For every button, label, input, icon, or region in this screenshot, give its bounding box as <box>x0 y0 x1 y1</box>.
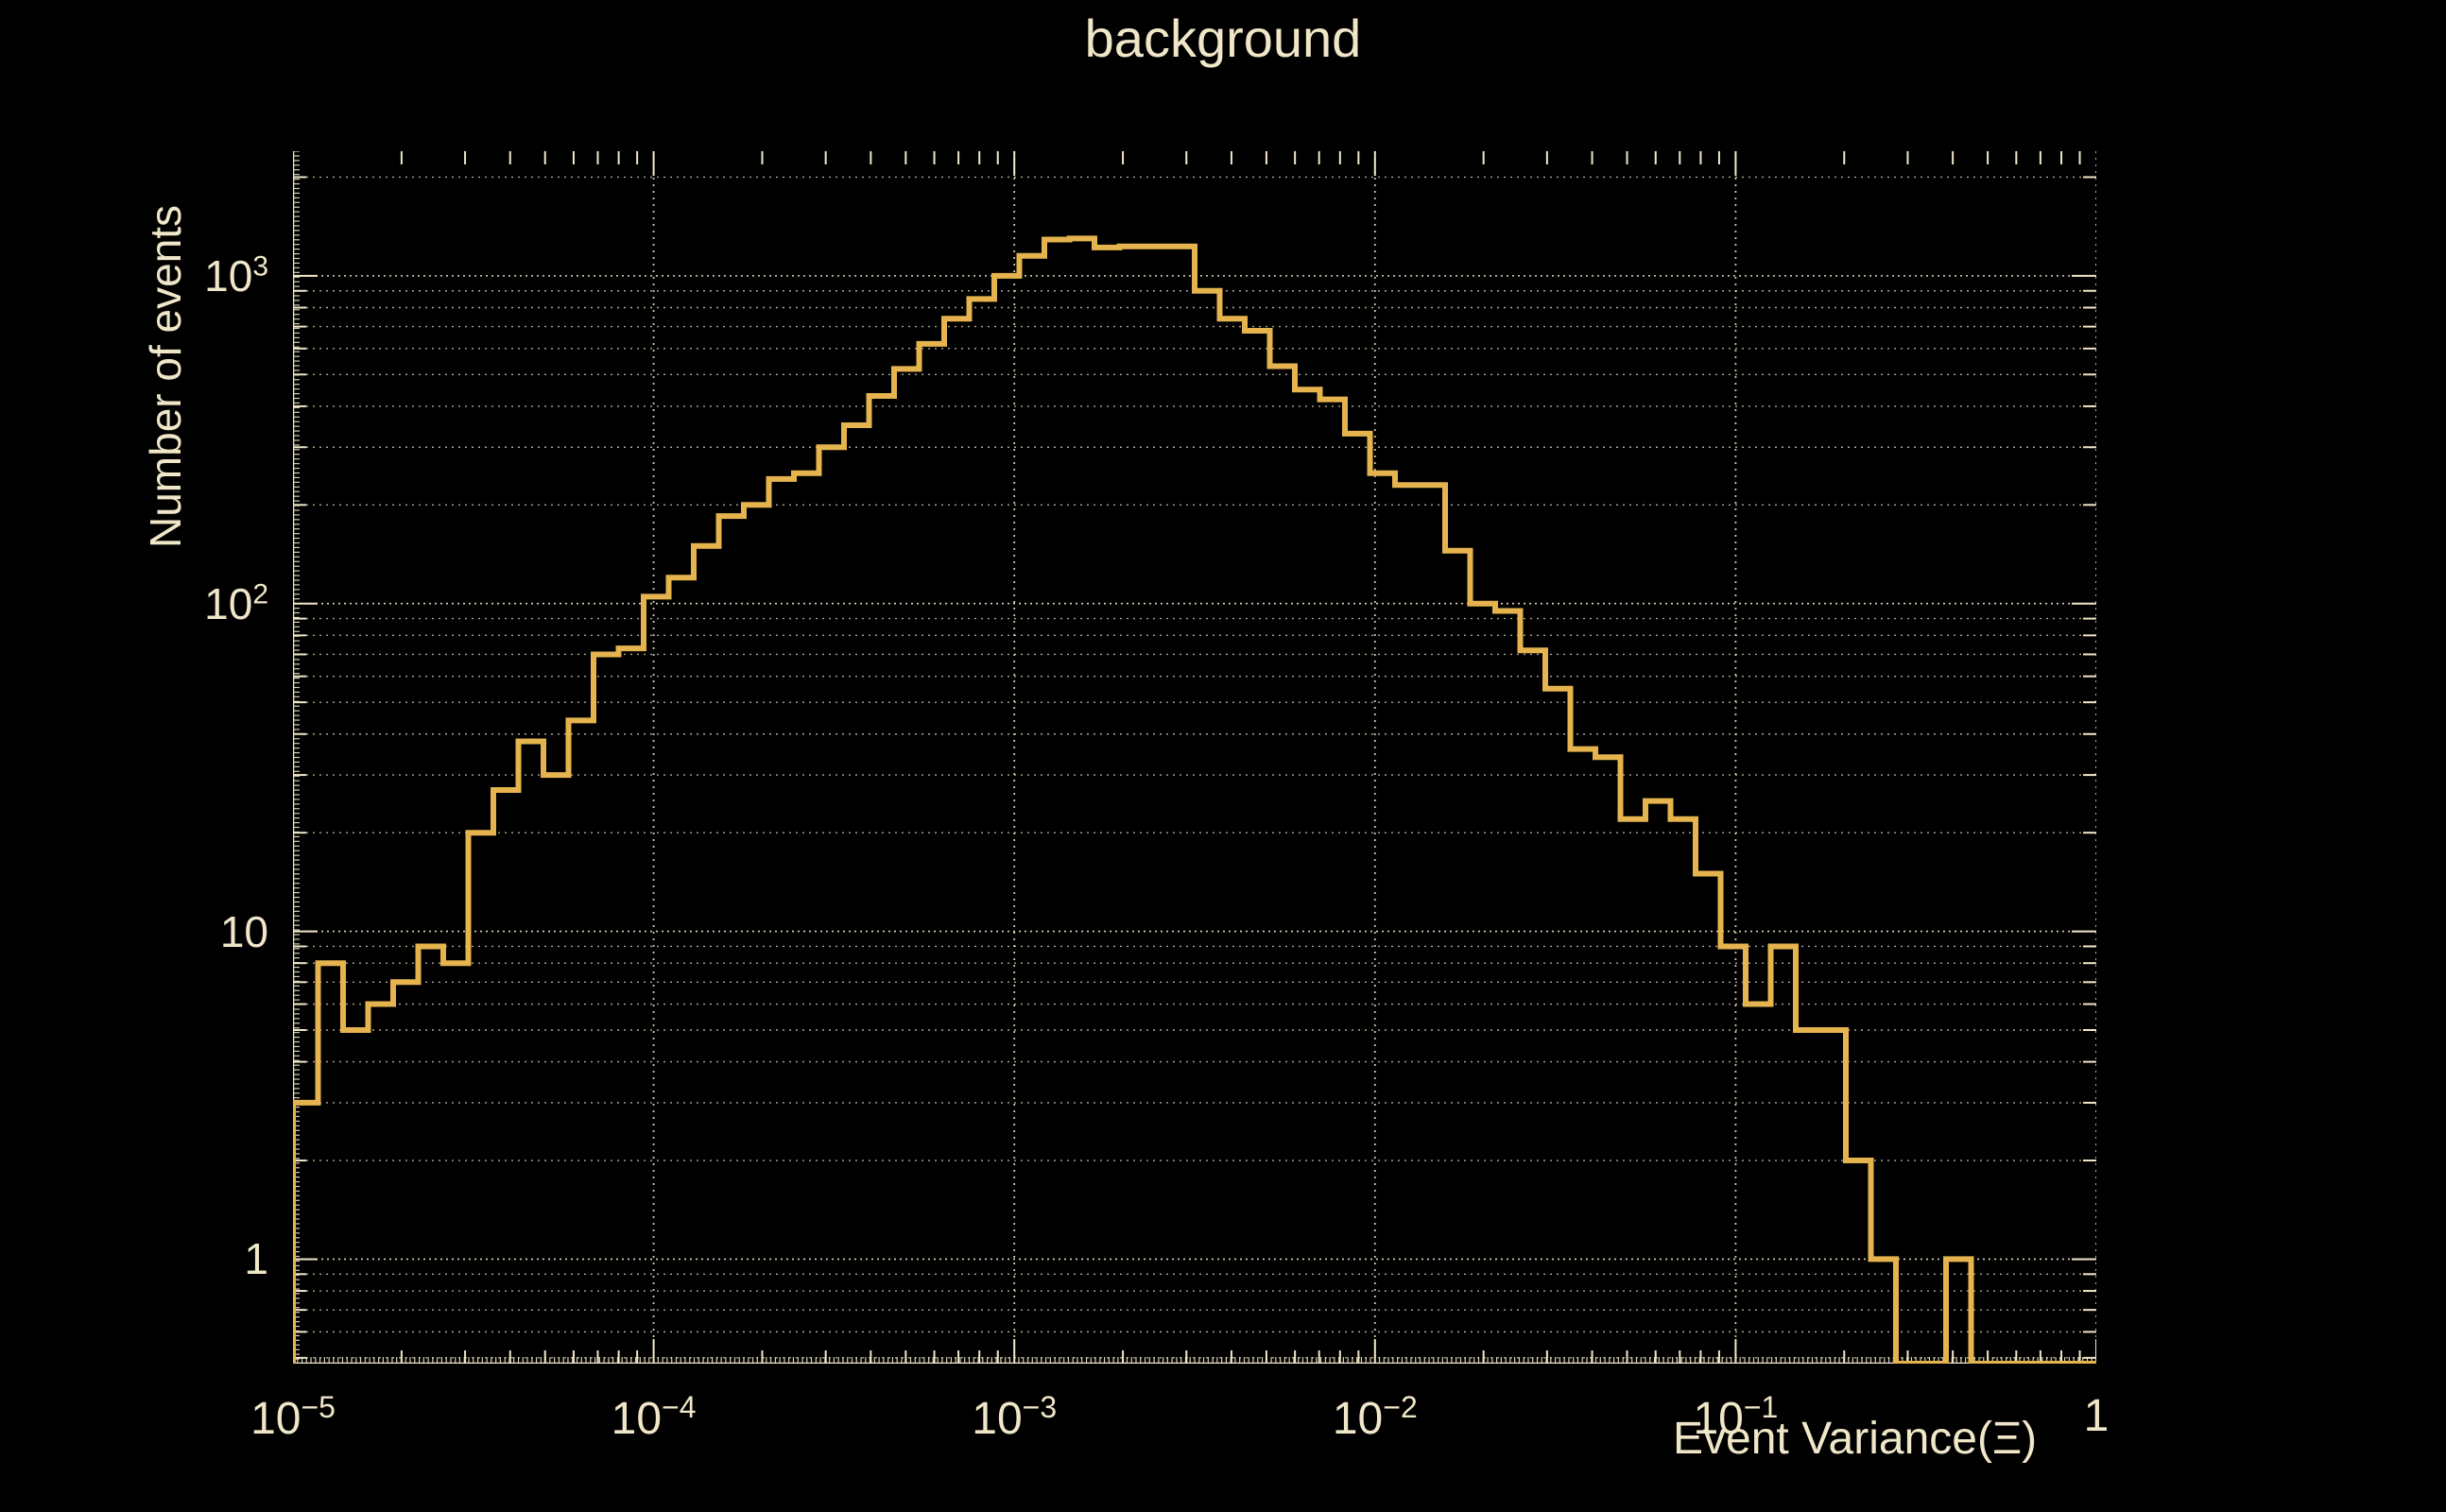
tick-layer <box>293 151 2096 1364</box>
x-axis-label: Event Variance(Ξ) <box>1673 1414 2038 1464</box>
x-tick-label-1: 10−4 <box>611 1390 697 1444</box>
axis-frame-lines <box>293 151 2096 1364</box>
x-tick-label-4: 10−1 <box>1693 1390 1779 1444</box>
y-tick-label-3: 1 <box>244 1234 268 1284</box>
x-tick-label-5: 1 <box>2083 1391 2110 1441</box>
histogram-series <box>293 235 2096 1364</box>
y-tick-label-1: 102 <box>204 578 268 628</box>
y-tick-label-0: 103 <box>204 250 268 301</box>
x-tick-label-3: 10−2 <box>1332 1390 1418 1444</box>
x-tick-label-0: 10−5 <box>250 1390 336 1444</box>
grid-layer <box>293 151 2096 1364</box>
plot-svg <box>293 151 2096 1364</box>
histogram-step-line <box>293 235 2096 1364</box>
page-title: background <box>1084 9 1362 68</box>
x-tick-label-2: 10−3 <box>972 1390 1058 1444</box>
y-tick-label-2: 10 <box>219 906 268 956</box>
plot-frame <box>293 151 2096 1364</box>
